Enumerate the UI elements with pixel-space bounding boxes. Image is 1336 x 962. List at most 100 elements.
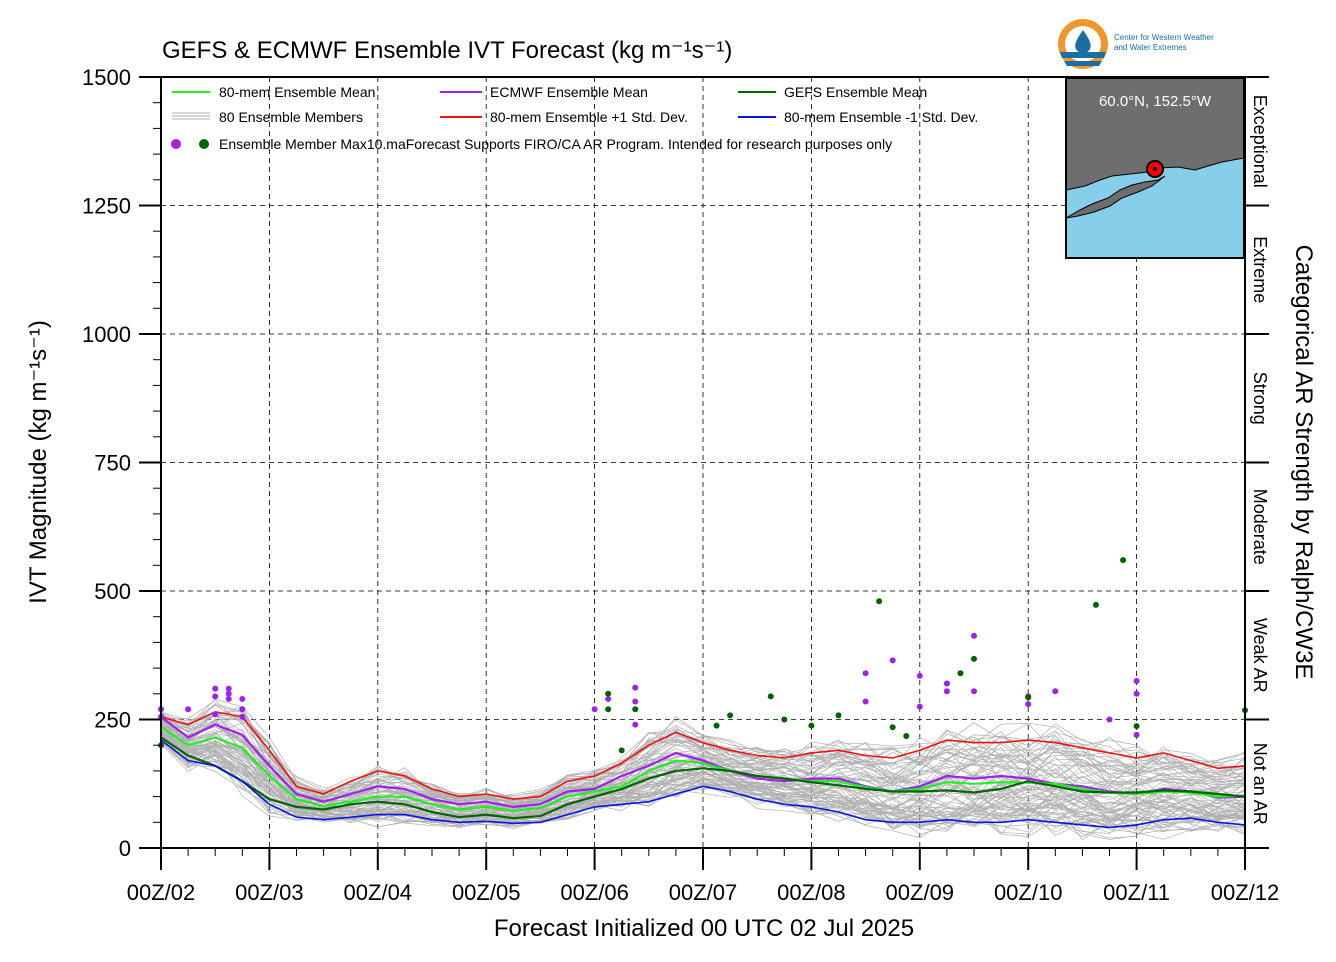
legend-label-plus-std: 80-mem Ensemble +1 Std. Dev. bbox=[490, 109, 688, 125]
ensemble-member-line bbox=[160, 739, 1246, 829]
series-80-mem-ensemble-mean bbox=[160, 726, 1246, 813]
x-tick-label: 00Z/02 bbox=[127, 880, 196, 905]
ensemble-member-line bbox=[160, 718, 1246, 808]
ensemble-member-line bbox=[160, 737, 1246, 819]
ensemble-member-line bbox=[160, 711, 1246, 801]
gefs-max-dot bbox=[632, 706, 639, 713]
legend-label-ensemble-mean: 80-mem Ensemble Mean bbox=[219, 84, 375, 100]
ecmwf-max-dot bbox=[632, 684, 639, 691]
x-tick-label: 00Z/09 bbox=[886, 880, 955, 905]
ecmwf-max-dot bbox=[185, 706, 192, 713]
location-inset-map: 60.0°N, 152.5°W bbox=[1065, 77, 1245, 259]
ensemble-member-line bbox=[160, 735, 1246, 820]
y-tick-label: 0 bbox=[119, 836, 131, 861]
ensemble-member-line bbox=[160, 738, 1246, 834]
series-layer bbox=[160, 710, 1246, 829]
axes-layer: 0 250 500 750 1000 1250 1500 00Z/02 00Z/03 00Z/04… bbox=[82, 65, 1279, 905]
ecmwf-max-dot bbox=[1133, 677, 1140, 684]
ecmwf-max-dot bbox=[225, 685, 232, 692]
ecmwf-max-dot bbox=[212, 685, 219, 692]
ecmwf-max-dot bbox=[239, 706, 246, 713]
ensemble-member-line bbox=[160, 727, 1246, 815]
gefs-max-dot bbox=[889, 724, 896, 731]
ecmwf-max-dot bbox=[239, 713, 246, 720]
y-tick-label: 750 bbox=[94, 451, 131, 476]
x-tick-label: 00Z/07 bbox=[669, 880, 738, 905]
ecmwf-max-dot bbox=[916, 672, 923, 679]
ecmwf-max-dot bbox=[971, 632, 977, 639]
ecmwf-max-dot bbox=[239, 695, 246, 702]
inset-ocean bbox=[1066, 158, 1244, 258]
cw3e-logo: Center for Western Weather and Water Ext… bbox=[1058, 19, 1214, 69]
ensemble-member-line bbox=[160, 729, 1246, 818]
ecmwf-max-dot bbox=[632, 721, 639, 728]
legend-label-minus-std: 80-mem Ensemble -1 Std. Dev. bbox=[784, 109, 978, 125]
ecmwf-max-dot bbox=[212, 693, 219, 700]
legend-label-gefs-mean: GEFS Ensemble Mean bbox=[784, 84, 927, 100]
gefs-max-dot bbox=[713, 722, 720, 729]
ecmwf-max-dot bbox=[1052, 688, 1059, 695]
gefs-max-dot bbox=[835, 712, 842, 719]
logo-wave-2 bbox=[1064, 61, 1102, 66]
water-drop-icon bbox=[1075, 30, 1091, 53]
gefs-max-dot bbox=[605, 690, 612, 697]
category-label: Strong bbox=[1250, 372, 1270, 425]
inset-peninsula bbox=[1065, 175, 1166, 219]
legend-swatch-members bbox=[172, 112, 210, 120]
ecmwf-max-dot bbox=[591, 706, 598, 713]
gefs-max-dot bbox=[1092, 601, 1099, 608]
ecmwf-max-dot bbox=[1133, 690, 1140, 697]
logo-text-line1: Center for Western Weather bbox=[1114, 33, 1214, 42]
x-tick-label: 00Z/06 bbox=[560, 880, 629, 905]
ecmwf-max-dot bbox=[225, 695, 232, 702]
gefs-max-dot bbox=[1120, 557, 1127, 564]
gefs-max-dot bbox=[957, 670, 964, 677]
y-tick-label: 1250 bbox=[82, 194, 131, 219]
logo-wave-1 bbox=[1060, 52, 1106, 58]
y-tick-label: 1500 bbox=[82, 65, 131, 90]
ecmwf-max-dot bbox=[862, 670, 869, 677]
right-axis-label: Categorical AR Strength by Ralph/CW3E bbox=[1290, 245, 1317, 680]
x-tick-label: 00Z/10 bbox=[994, 880, 1063, 905]
ensemble-member-line bbox=[160, 722, 1246, 813]
ensemble-member-line bbox=[160, 731, 1246, 830]
ecmwf-max-dot bbox=[605, 695, 612, 702]
legend-label-member-max: Ensemble Member Max10.maForecast Support… bbox=[219, 136, 892, 152]
chart-title: GEFS & ECMWF Ensemble IVT Forecast (kg m… bbox=[162, 37, 732, 64]
ecmwf-max-dot bbox=[1106, 716, 1113, 723]
x-tick-label: 00Z/04 bbox=[344, 880, 413, 905]
category-label: Exceptional bbox=[1250, 95, 1270, 188]
gefs-max-dot bbox=[781, 716, 788, 723]
ensemble-member-line bbox=[160, 698, 1246, 801]
ensemble-member-line bbox=[160, 723, 1246, 811]
category-label: Not an AR bbox=[1250, 743, 1270, 825]
ecmwf-max-dot bbox=[1133, 731, 1140, 738]
x-tick-label: 00Z/11 bbox=[1103, 880, 1170, 905]
gefs-max-dot bbox=[605, 706, 612, 713]
y-tick-label: 250 bbox=[94, 708, 131, 733]
member-max-dots bbox=[158, 557, 1248, 754]
gefs-max-dot bbox=[727, 712, 734, 719]
inset-location-center bbox=[1153, 167, 1157, 171]
gefs-max-dot bbox=[876, 598, 883, 605]
gefs-max-dot bbox=[1025, 694, 1032, 701]
ecmwf-max-dot bbox=[916, 703, 923, 710]
x-tick-label: 00Z/08 bbox=[777, 880, 846, 905]
series-gefs-ensemble-mean bbox=[160, 736, 1246, 820]
ecmwf-max-dot bbox=[943, 688, 950, 695]
legend-label-members: 80 Ensemble Members bbox=[219, 109, 363, 125]
x-tick-label: 00Z/03 bbox=[235, 880, 304, 905]
ensemble-member-line bbox=[160, 704, 1246, 805]
ensemble-member-line bbox=[160, 743, 1246, 840]
legend-dot-ecmwf bbox=[171, 139, 181, 149]
category-label: Extreme bbox=[1250, 236, 1270, 303]
y-axis-label: IVT Magnitude (kg m⁻¹s⁻¹) bbox=[25, 320, 52, 604]
gefs-max-dot bbox=[971, 655, 977, 662]
category-label: Weak AR bbox=[1250, 618, 1270, 693]
inset-border bbox=[1065, 77, 1245, 259]
legend-label-ecmwf-mean: ECMWF Ensemble Mean bbox=[490, 84, 648, 100]
ecmwf-max-dot bbox=[862, 698, 869, 705]
gefs-max-dot bbox=[1133, 723, 1140, 730]
series-80-mem-ensemble-1-std-dev- bbox=[160, 710, 1246, 801]
